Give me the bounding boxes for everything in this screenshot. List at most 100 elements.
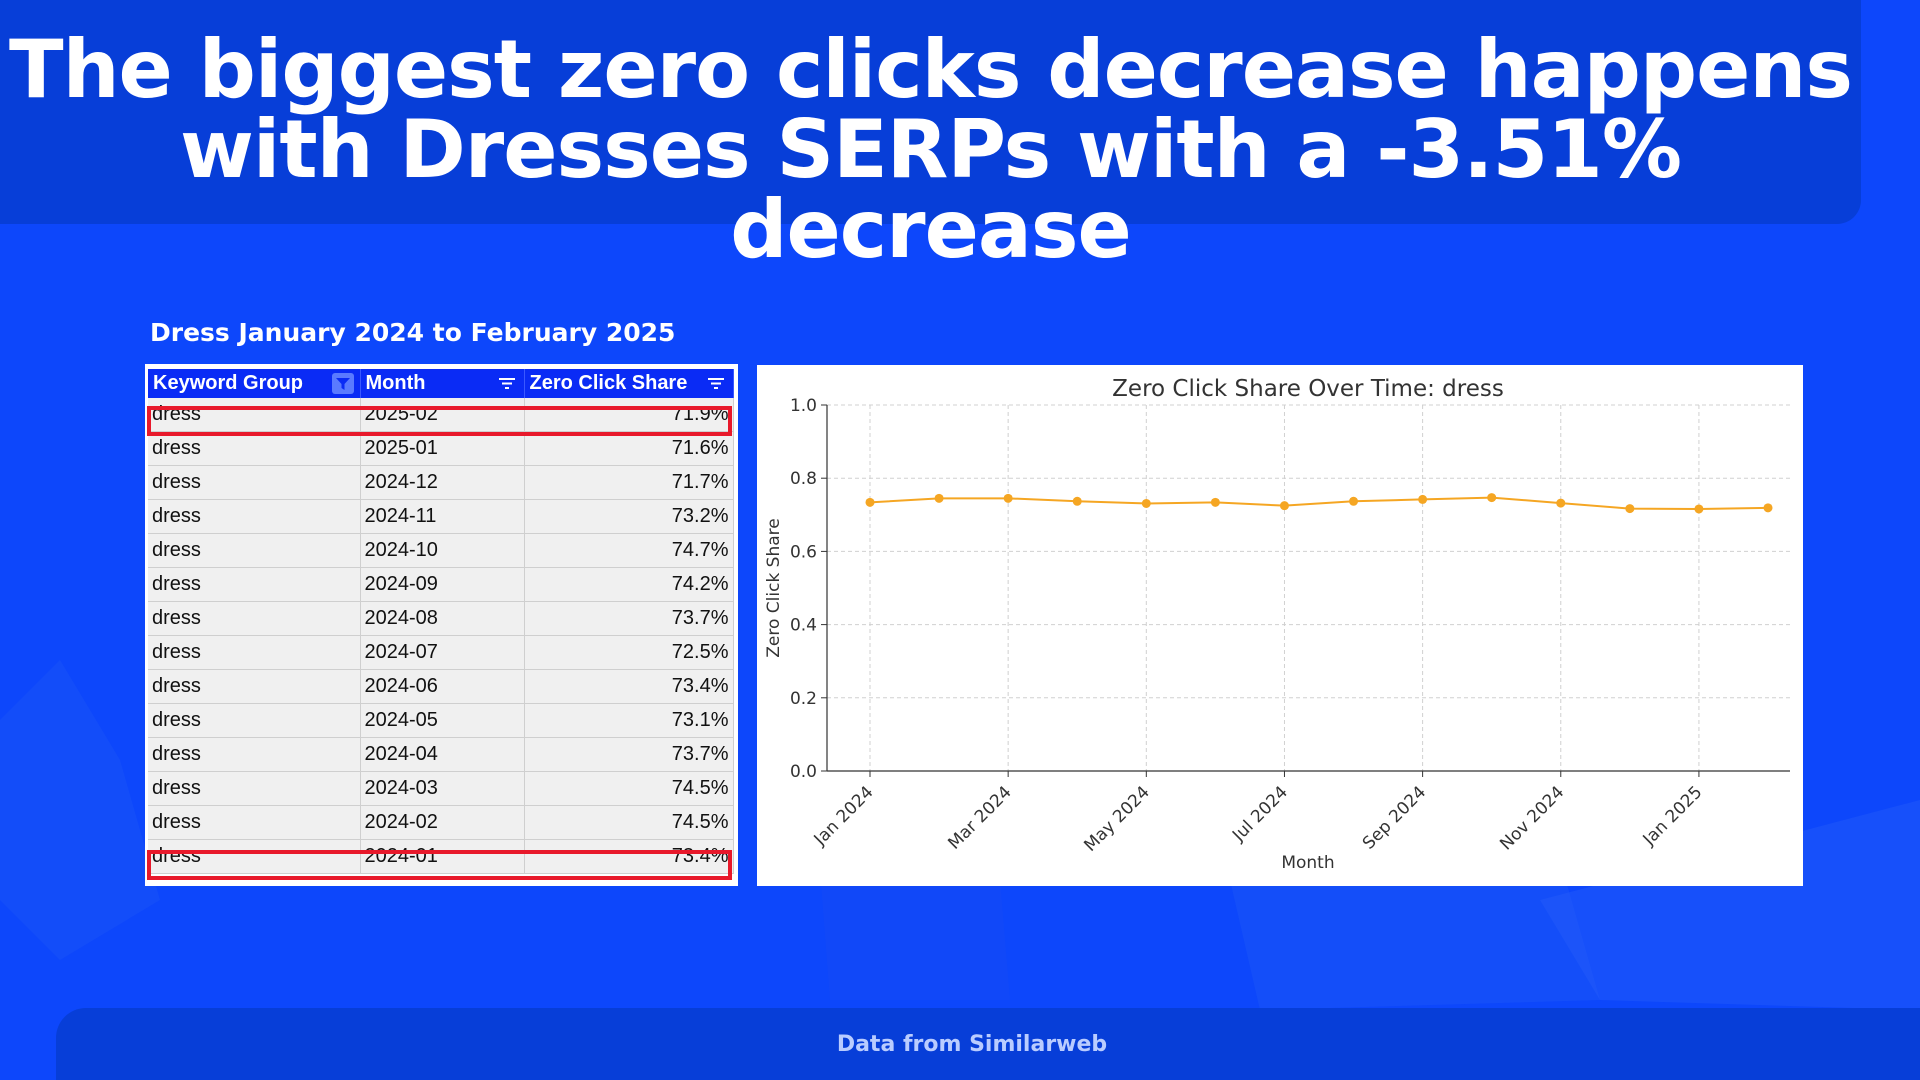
data-point (1763, 503, 1773, 513)
col-header-keyword-group[interactable]: Keyword Group (148, 369, 361, 398)
x-tick-label: Jul 2024 (1228, 782, 1292, 846)
cell-keyword-group: dress (148, 499, 361, 534)
table-row: dress 2024-01 73.4% (148, 839, 734, 874)
cell-month: 2024-11 (360, 499, 525, 534)
cell-keyword-group: dress (148, 431, 361, 466)
x-tick-label: Jan 2025 (1639, 782, 1707, 850)
footer-source-text: Data from Similarweb (836, 1032, 1108, 1057)
cell-zero-click-share: 73.4% (524, 839, 734, 874)
data-point (865, 497, 875, 507)
cell-zero-click-share: 74.2% (524, 567, 734, 602)
cell-month: 2024-10 (360, 533, 525, 568)
cell-zero-click-share: 72.5% (524, 635, 734, 670)
slide-title-line2: with Dresses SERPs with a -3.51% decreas… (180, 103, 1682, 276)
table-row: dress 2024-08 73.7% (148, 601, 734, 636)
col-header-label: Keyword Group (153, 372, 304, 394)
cell-month: 2024-02 (360, 805, 525, 840)
slide-title-line1: The biggest zero clicks decrease happens (9, 23, 1853, 116)
x-tick-label: May 2024 (1080, 782, 1153, 855)
cell-zero-click-share: 71.9% (524, 398, 734, 432)
cell-month: 2024-09 (360, 567, 525, 602)
cell-month: 2024-01 (360, 839, 525, 874)
table-row: dress 2024-05 73.1% (148, 703, 734, 738)
y-tick-label: 0.0 (790, 762, 817, 782)
data-point (1072, 496, 1082, 506)
cell-month: 2024-03 (360, 771, 525, 806)
cell-keyword-group: dress (148, 669, 361, 704)
table-row: dress 2024-12 71.7% (148, 465, 734, 500)
cell-keyword-group: dress (148, 839, 361, 874)
filter-sort-icon[interactable] (496, 373, 518, 394)
cell-keyword-group: dress (148, 805, 361, 840)
data-table-panel: Keyword Group Month Zero Click Share (145, 364, 738, 886)
cell-keyword-group: dress (148, 635, 361, 670)
cell-zero-click-share: 73.1% (524, 703, 734, 738)
cell-zero-click-share: 74.7% (524, 533, 734, 568)
data-point (1349, 496, 1359, 506)
x-tick-label: Mar 2024 (944, 782, 1015, 853)
cell-month: 2024-12 (360, 465, 525, 500)
table-row: dress 2024-09 74.2% (148, 567, 734, 602)
cell-zero-click-share: 74.5% (524, 805, 734, 840)
table-row: dress 2024-07 72.5% (148, 635, 734, 670)
y-tick-label: 1.0 (790, 396, 817, 416)
cell-keyword-group: dress (148, 533, 361, 568)
cell-zero-click-share: 71.7% (524, 465, 734, 500)
table-row: dress 2024-03 74.5% (148, 771, 734, 806)
cell-month: 2024-07 (360, 635, 525, 670)
col-header-zero-click-share[interactable]: Zero Click Share (524, 369, 734, 398)
table-header-row: Keyword Group Month Zero Click Share (148, 369, 734, 398)
cell-zero-click-share: 74.5% (524, 771, 734, 806)
y-axis-label: Zero Click Share (764, 518, 784, 658)
line-chart-panel: 0.0 0.2 0.4 0.6 0.8 1.0 Jan 2024 Mar 2024 May 20… (757, 365, 1803, 886)
col-header-label: Zero Click Share (529, 372, 688, 394)
x-tick-label: Jan 2024 (810, 782, 878, 850)
data-point (1625, 504, 1635, 514)
cell-keyword-group: dress (148, 465, 361, 500)
table-row: dress 2024-06 73.4% (148, 669, 734, 704)
zero-click-line-chart: 0.0 0.2 0.4 0.6 0.8 1.0 Jan 2024 Mar 2024 May 20… (764, 376, 1790, 873)
y-tick-label: 0.2 (790, 689, 817, 709)
cell-zero-click-share: 73.4% (524, 669, 734, 704)
cell-keyword-group: dress (148, 703, 361, 738)
cell-month: 2024-05 (360, 703, 525, 738)
cell-zero-click-share: 73.2% (524, 499, 734, 534)
series-line (869, 496, 1769, 510)
table-row: dress 2024-04 73.7% (148, 737, 734, 772)
table-row: dress 2025-02 71.9% (148, 398, 734, 432)
col-header-month[interactable]: Month (360, 369, 525, 398)
cell-zero-click-share: 73.7% (524, 601, 734, 636)
cell-zero-click-share: 71.6% (524, 431, 734, 466)
data-point (1210, 497, 1220, 507)
cell-keyword-group: dress (148, 601, 361, 636)
data-point (1003, 493, 1013, 503)
cell-keyword-group: dress (148, 771, 361, 806)
cell-keyword-group: dress (148, 737, 361, 772)
data-point (1418, 494, 1428, 504)
zero-click-table: Keyword Group Month Zero Click Share (148, 369, 734, 874)
table-row: dress 2024-11 73.2% (148, 499, 734, 534)
x-tick-label: Nov 2024 (1496, 782, 1568, 854)
data-point (1141, 498, 1151, 508)
chart-title: Zero Click Share Over Time: dress (1112, 376, 1504, 402)
filter-sort-icon[interactable] (705, 373, 727, 394)
cell-keyword-group: dress (148, 398, 361, 432)
data-point (934, 493, 944, 503)
table-row: dress 2025-01 71.6% (148, 431, 734, 466)
cell-month: 2024-04 (360, 737, 525, 772)
table-caption: Dress January 2024 to February 2025 (150, 318, 676, 347)
data-point (1279, 501, 1289, 511)
y-tick-label: 0.8 (790, 469, 817, 489)
footer-bar: Data from Similarweb (56, 1008, 1920, 1080)
data-point (1694, 504, 1704, 514)
cell-month: 2024-08 (360, 601, 525, 636)
x-tick-label: Sep 2024 (1359, 782, 1430, 853)
cell-keyword-group: dress (148, 567, 361, 602)
data-point (1487, 493, 1497, 503)
cell-month: 2025-01 (360, 431, 525, 466)
filter-active-icon[interactable] (331, 373, 354, 394)
cell-zero-click-share: 73.7% (524, 737, 734, 772)
slide-title: The biggest zero clicks decrease happens… (0, 30, 1861, 270)
cell-month: 2025-02 (360, 398, 525, 432)
